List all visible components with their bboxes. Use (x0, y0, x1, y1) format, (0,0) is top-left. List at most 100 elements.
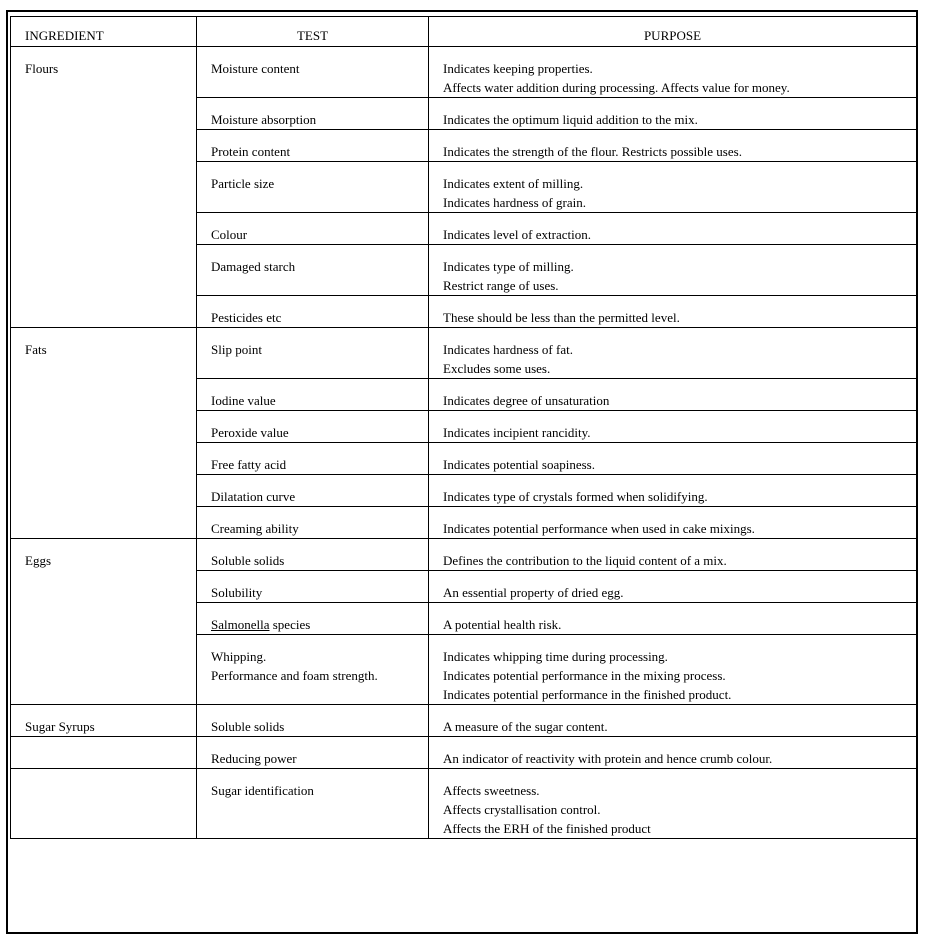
purpose-line: Indicates potential performance when use… (443, 521, 755, 536)
test-cell: Sugar identification (196, 768, 429, 839)
purpose-line: A potential health risk. (443, 617, 562, 632)
purpose-line: Indicates keeping properties. (443, 61, 593, 76)
test-cell: Particle size (196, 161, 429, 213)
purpose-line: Indicates hardness of fat. (443, 342, 573, 357)
test-line: Reducing power (211, 751, 297, 766)
purpose-line: Indicates level of extraction. (443, 227, 591, 242)
table-row: Damaged starch Indicates type of milling.… (11, 244, 917, 296)
test-line: Soluble solids (211, 719, 285, 734)
purpose-cell: Indicates potential soapiness. (428, 442, 917, 475)
table-row: Colour Indicates level of extraction. (11, 212, 917, 245)
ingredient-cell: Sugar Syrups (10, 704, 197, 737)
header-ingredient: INGREDIENT (10, 16, 197, 47)
table-row: Particle size Indicates extent of milling… (11, 161, 917, 213)
table-row: Moisture absorption Indicates the optimum… (11, 97, 917, 130)
table-row: Pesticides etc These should be less than … (11, 295, 917, 328)
test-cell: Dilatation curve (196, 474, 429, 507)
test-cell: Pesticides etc (196, 295, 429, 328)
test-line: Soluble solids (211, 553, 285, 568)
purpose-line: Indicates potential performance in the f… (443, 687, 732, 702)
test-cell: Moisture absorption (196, 97, 429, 130)
test-line: Whipping. (211, 649, 267, 664)
purpose-line: Indicates type of milling. (443, 259, 574, 274)
purpose-line: Excludes some uses. (443, 361, 551, 376)
test-line: Damaged starch (211, 259, 296, 274)
test-cell: Colour (196, 212, 429, 245)
purpose-cell: An essential property of dried egg. (428, 570, 917, 603)
purpose-line: Defines the contribution to the liquid c… (443, 553, 727, 568)
test-cell: Soluble solids (196, 538, 429, 571)
purpose-line: An essential property of dried egg. (443, 585, 624, 600)
ingredient-cell (10, 736, 197, 769)
table-row: Sugar identification Affects sweetness. Af… (10, 768, 917, 839)
table-row: Flours Moisture content Indicates keeping … (10, 46, 917, 328)
test-line: Peroxide value (211, 425, 289, 440)
purpose-line: Affects water addition during processing… (443, 80, 790, 95)
purpose-line: Indicates potential soapiness. (443, 457, 595, 472)
table-outer-border (6, 10, 918, 934)
purpose-cell: Indicates potential performance when use… (428, 506, 917, 539)
purpose-cell: Defines the contribution to the liquid c… (428, 538, 917, 571)
test-cell: Salmonella species (196, 602, 429, 635)
ingredient-cell: Flours (10, 46, 197, 328)
purpose-line: Indicates the strength of the flour. Res… (443, 144, 742, 159)
test-cell: Peroxide value (196, 410, 429, 443)
test-cell: Solubility (196, 570, 429, 603)
purpose-cell: Indicates the optimum liquid addition to… (428, 97, 917, 130)
purpose-cell: Affects sweetness. Affects crystallisatio… (428, 768, 917, 839)
purpose-line: Indicates potential performance in the m… (443, 668, 726, 683)
ingredient-cell (10, 768, 197, 839)
test-line: Creaming ability (211, 521, 299, 536)
ingredient-tests-table: INGREDIENT TEST PURPOSE Flours Moisture c… (10, 16, 917, 839)
test-cell: Free fatty acid (196, 442, 429, 475)
test-line: Iodine value (211, 393, 276, 408)
test-line: Moisture absorption (211, 112, 317, 127)
purpose-cell: A measure of the sugar content. (428, 704, 917, 737)
purpose-cell: Indicates keeping properties. Affects wat… (428, 46, 917, 98)
test-line: Colour (211, 227, 248, 242)
test-cell: Reducing power (196, 736, 429, 769)
purpose-line: These should be less than the permitted … (443, 310, 680, 325)
table-row: Protein content Indicates the strength of… (11, 129, 917, 162)
purpose-cell: Indicates type of milling. Restrict range… (428, 244, 917, 296)
test-line: Pesticides etc (211, 310, 282, 325)
purpose-cell: Indicates hardness of fat. Excludes some … (428, 327, 917, 379)
purpose-cell: Indicates degree of unsaturation (428, 378, 917, 411)
purpose-line: Affects sweetness. (443, 783, 540, 798)
test-cell: Creaming ability (196, 506, 429, 539)
purpose-cell: An indicator of reactivity with protein … (428, 736, 917, 769)
table-row: Sugar Syrups Soluble solids A measure of t… (10, 704, 917, 737)
test-line: Solubility (211, 585, 263, 600)
test-line: Moisture content (211, 61, 300, 76)
test-line: Salmonella species (211, 617, 311, 632)
purpose-cell: Indicates incipient rancidity. (428, 410, 917, 443)
test-cell: Moisture content (196, 46, 429, 98)
purpose-line: Indicates hardness of grain. (443, 195, 586, 210)
table-row: Salmonella species A potential health ris… (11, 602, 917, 635)
test-line: Performance and foam strength. (211, 668, 378, 683)
table-row: Eggs Soluble solids Defines the contributi… (10, 538, 917, 705)
test-line: Slip point (211, 342, 262, 357)
test-cell: Damaged starch (196, 244, 429, 296)
purpose-line: Indicates the optimum liquid addition to… (443, 112, 698, 127)
purpose-line: Indicates extent of milling. (443, 176, 584, 191)
purpose-line: Affects crystallisation control. (443, 802, 601, 817)
purpose-line: Indicates incipient rancidity. (443, 425, 591, 440)
purpose-cell: A potential health risk. (428, 602, 917, 635)
purpose-cell: Indicates extent of milling. Indicates ha… (428, 161, 917, 213)
purpose-cell: Indicates the strength of the flour. Res… (428, 129, 917, 162)
purpose-line: Indicates whipping time during processin… (443, 649, 668, 664)
ingredient-cell: Fats (10, 327, 197, 539)
purpose-cell: These should be less than the permitted … (428, 295, 917, 328)
test-cell: Iodine value (196, 378, 429, 411)
test-cell: Slip point (196, 327, 429, 379)
test-line: Sugar identification (211, 783, 314, 798)
purpose-line: Affects the ERH of the finished product (443, 821, 651, 836)
test-line: Particle size (211, 176, 275, 191)
purpose-cell: Indicates whipping time during processin… (428, 634, 917, 705)
purpose-line: Indicates degree of unsaturation (443, 393, 610, 408)
purpose-cell: Indicates type of crystals formed when s… (428, 474, 917, 507)
header-test: TEST (196, 16, 429, 47)
test-line: Protein content (211, 144, 291, 159)
ingredient-cell: Eggs (10, 538, 197, 705)
